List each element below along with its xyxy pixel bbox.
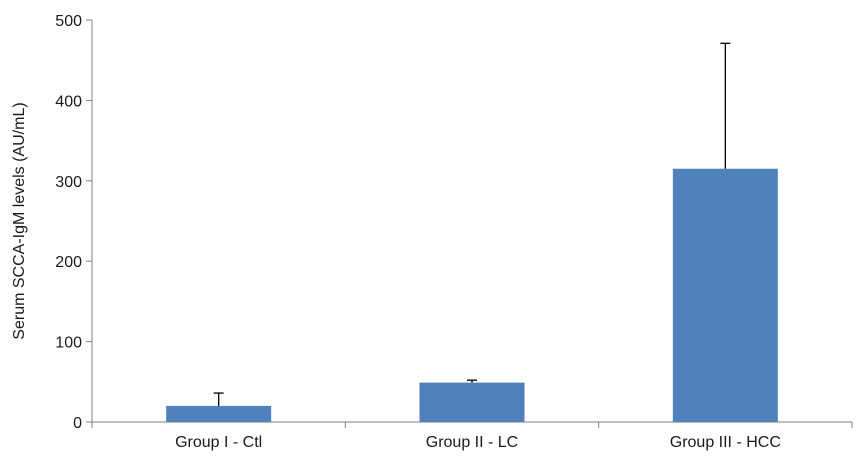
y-axis-title: Serum SCCA-IgM levels (AU/mL) [11,102,28,339]
bar-3 [672,168,778,422]
x-axis [91,421,853,428]
x-tick-label: Group III - HCC [670,434,781,451]
y-tick-label: 400 [55,93,82,110]
y-axis [86,19,93,423]
x-tick-labels: Group I - Ctl Group II - LC Group III - HC… [175,434,781,451]
y-tick-label: 300 [55,174,82,191]
x-tick-label: Group I - Ctl [175,434,262,451]
bars-group [166,168,778,422]
y-tick-label: 500 [55,13,82,30]
y-tick-label: 0 [73,415,82,432]
bar-1 [166,405,272,422]
bar-2 [419,382,525,422]
x-tick-label: Group II - LC [426,434,518,451]
y-tick-labels: 0 100 200 300 400 500 [55,13,82,432]
y-tick-label: 200 [55,254,82,271]
error-bars-group [213,42,731,406]
y-tick-label: 100 [55,335,82,352]
